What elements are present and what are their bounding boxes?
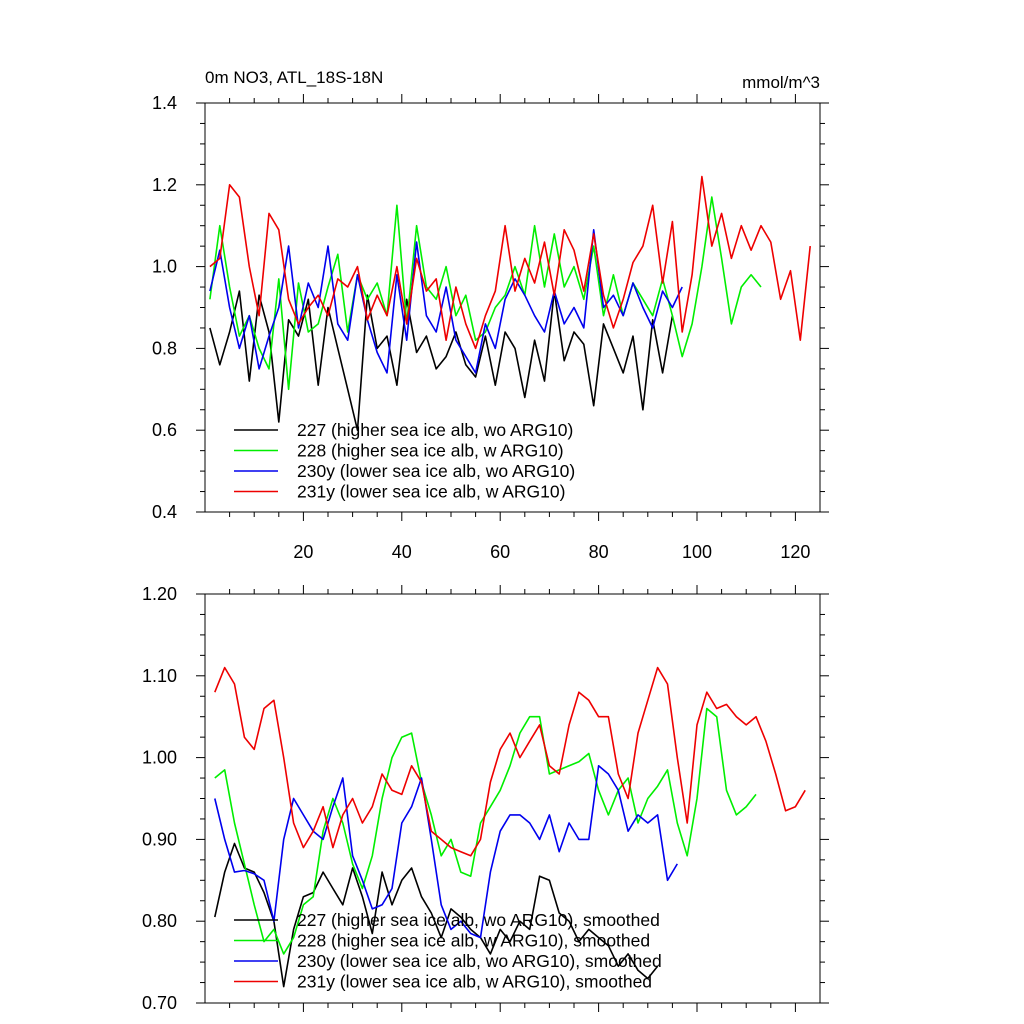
x-tick-label: 80 [589,542,609,562]
series-line-230y [209,229,683,374]
y-tick-label: 1.10 [142,666,177,686]
x-tick-label: 20 [293,542,313,562]
y-tick-label: 0.4 [152,502,177,522]
legend-label: 228 (higher sea ice alb, w ARG10) [297,441,564,461]
x-tick-label: 40 [392,542,412,562]
legend: 227 (higher sea ice alb, wo ARG10)228 (h… [234,420,575,502]
series-line-231y [209,175,811,350]
legend-label: 231y (lower sea ice alb, w ARG10), smoot… [297,972,652,992]
y-tick-label: 1.20 [142,584,177,604]
legend-label: 227 (higher sea ice alb, wo ARG10) [297,420,573,440]
legend: 227 (higher sea ice alb, wo ARG10), smoo… [234,910,662,992]
x-tick-label: 60 [490,542,510,562]
units-label: mmol/m^3 [742,73,820,92]
y-tick-label: 1.2 [152,175,177,195]
y-tick-label: 0.6 [152,420,177,440]
series-line-227 [209,290,674,432]
y-tick-label: 1.00 [142,748,177,768]
y-tick-label: 0.90 [142,829,177,849]
x-tick-label: 120 [780,542,810,562]
legend-label: 230y (lower sea ice alb, wo ARG10), smoo… [297,951,662,971]
top-panel: 20 40 60 80 100 120 0.4 0.6 0.8 1.0 1.2 1.4 0m NO3, … [152,68,829,562]
x-tick-label: 100 [682,542,712,562]
y-tick-label: 1.4 [152,93,177,113]
y-tick-label: 1.0 [152,257,177,277]
series-line-231y [214,666,806,857]
legend-label: 228 (higher sea ice alb, w ARG10), smoot… [297,931,650,951]
series-line-230y [214,764,678,939]
legend-label: 230y (lower sea ice alb, wo ARG10) [297,461,575,481]
series-line-227 [214,842,659,988]
y-tick-label: 0.8 [152,338,177,358]
y-tick-label: 0.80 [142,911,177,931]
legend-label: 227 (higher sea ice alb, wo ARG10), smoo… [297,910,660,930]
y-tick-label: 0.70 [142,993,177,1013]
legend-label: 231y (lower sea ice alb, w ARG10) [297,482,565,502]
bottom-panel: 0.70 0.80 0.90 1.00 1.10 1.20 227 (higher sea … [142,584,829,1013]
chart-title: 0m NO3, ATL_18S-18N [205,68,383,87]
